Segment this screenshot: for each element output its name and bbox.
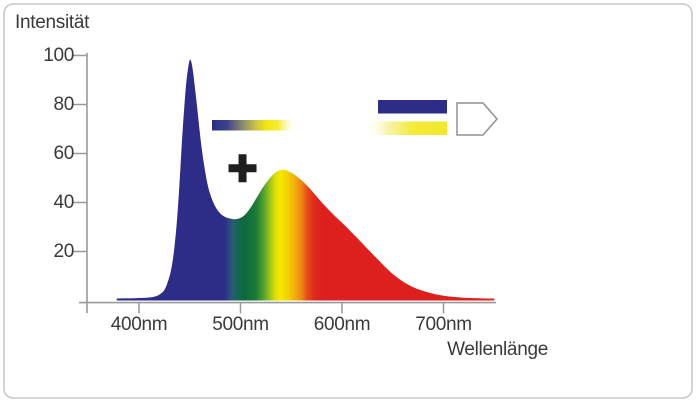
x-tick-label: 400nm: [110, 314, 168, 335]
y-tick-label: 40: [53, 191, 74, 213]
axis-ticks: [73, 54, 445, 314]
legend-blue-bar: [378, 100, 447, 114]
x-axis-title: Wellenlänge: [447, 339, 548, 360]
y-tick-label: 100: [43, 44, 74, 66]
plus-symbol: [228, 154, 257, 183]
y-tick-label: 60: [53, 142, 74, 164]
legend-mix-bar: [212, 120, 297, 131]
led-package-icon: [456, 102, 498, 136]
y-tick-label: 80: [53, 93, 74, 115]
legend-yellow-bar: [363, 121, 447, 135]
led-spectrum-curve: [116, 59, 495, 301]
y-tick-label: 20: [53, 240, 74, 262]
outer-frame: [3, 3, 693, 399]
x-tick-label: 600nm: [313, 314, 371, 335]
x-tick-label: 500nm: [212, 314, 269, 335]
y-axis-title: Intensität: [15, 12, 90, 33]
x-tick-label: 700nm: [415, 314, 472, 335]
